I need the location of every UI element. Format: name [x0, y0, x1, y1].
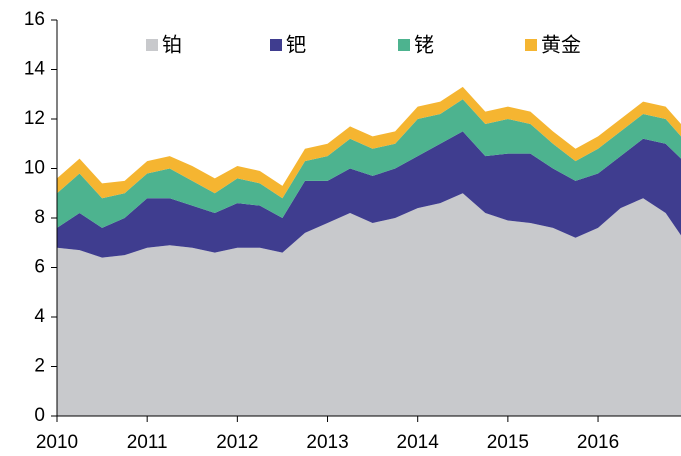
legend-swatch — [398, 39, 410, 51]
x-tick-label: 2012 — [216, 432, 258, 453]
x-tick-label: 2010 — [36, 432, 78, 453]
area — [57, 131, 681, 258]
area — [57, 99, 681, 228]
area — [57, 193, 681, 416]
x-tick-label: 2014 — [397, 432, 440, 453]
y-tick-label: 10 — [24, 158, 45, 179]
y-tick-label: 2 — [34, 356, 45, 377]
legend-label: 铂 — [162, 33, 182, 56]
x-tick-label: 2015 — [487, 432, 529, 453]
y-tick-label: 4 — [34, 306, 45, 327]
legend-swatch — [270, 39, 282, 51]
area — [57, 86, 681, 199]
y-tick-label: 14 — [24, 59, 46, 80]
y-tick-label: 16 — [24, 9, 45, 30]
x-tick-label: 2011 — [127, 432, 168, 453]
y-tick-label: 12 — [24, 108, 45, 129]
legend-label: 钯 — [286, 33, 306, 56]
y-tick-label: 8 — [34, 207, 45, 228]
x-tick-label: 2013 — [306, 432, 348, 453]
y-tick-label: 6 — [34, 257, 45, 278]
legend-swatch — [146, 39, 158, 51]
legend-swatch — [525, 39, 537, 51]
legend-label: 铑 — [414, 33, 434, 56]
y-tick-label: 0 — [34, 405, 45, 426]
legend-label: 黄金 — [541, 33, 581, 56]
x-tick-label: 2016 — [577, 432, 619, 453]
